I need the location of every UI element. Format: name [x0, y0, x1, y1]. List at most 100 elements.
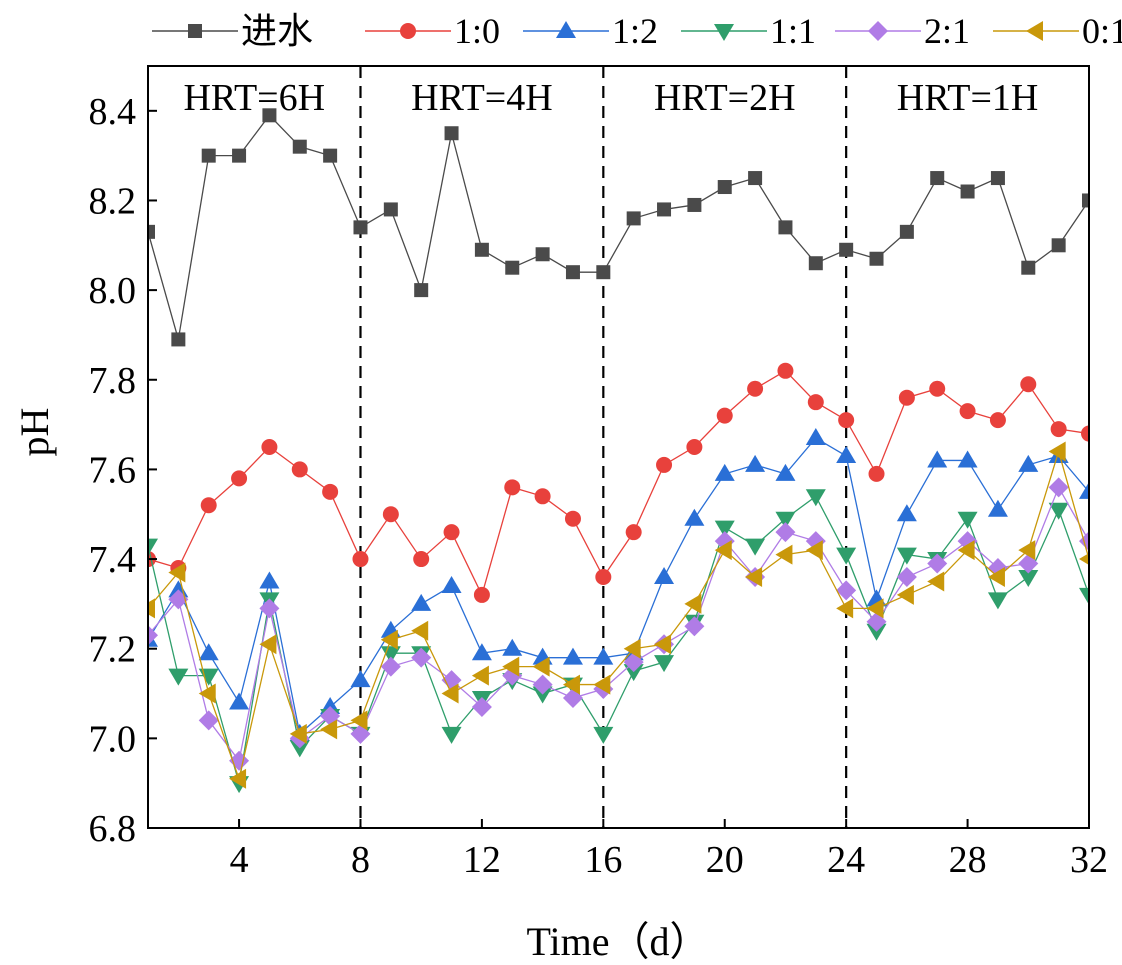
data-point [775, 522, 796, 543]
data-point [896, 504, 917, 522]
data-point [562, 647, 583, 665]
series-2 [148, 428, 1089, 741]
data-point [957, 511, 978, 529]
data-point [320, 719, 338, 740]
data-point [957, 450, 978, 468]
data-point [960, 184, 975, 199]
legend-marker [714, 24, 734, 41]
legend-label: 1:2 [612, 11, 658, 51]
series-line [148, 369, 1089, 597]
data-point [168, 668, 189, 686]
data-point [148, 538, 158, 556]
data-point [930, 171, 945, 186]
data-point [441, 726, 462, 744]
y-tick-label: 8.2 [89, 180, 137, 222]
data-point [1021, 260, 1036, 275]
data-point [1082, 193, 1089, 208]
data-point [471, 665, 489, 686]
data-point [623, 664, 644, 682]
data-point [808, 256, 823, 271]
data-point [532, 656, 550, 677]
data-point [168, 562, 186, 583]
data-point [989, 412, 1006, 429]
y-tick-label: 8.0 [89, 270, 137, 312]
data-point [593, 674, 611, 695]
data-point [259, 571, 280, 589]
data-point [684, 593, 702, 614]
data-point [1048, 502, 1069, 520]
data-point [656, 456, 673, 473]
data-point [380, 656, 401, 677]
data-point [654, 655, 675, 673]
data-point [1048, 477, 1069, 498]
data-point [532, 686, 553, 704]
y-tick-label: 6.8 [89, 808, 137, 850]
data-point [625, 524, 642, 541]
legend-marker [868, 21, 888, 41]
data-point [1018, 540, 1036, 561]
data-point [353, 220, 368, 235]
legend-marker [1026, 21, 1043, 41]
y-axis-title: pH [12, 408, 57, 457]
data-point [229, 768, 247, 789]
data-point [232, 148, 247, 163]
data-point [745, 538, 766, 556]
data-point [259, 634, 277, 655]
data-point [473, 586, 490, 603]
data-point [1079, 587, 1089, 605]
data-point [1079, 553, 1089, 565]
data-point [471, 643, 492, 661]
legend-item: 1:0 [365, 11, 500, 51]
legend-item: 0:1 [993, 11, 1122, 51]
legend-label: 1:1 [770, 11, 816, 51]
data-point [171, 332, 186, 347]
data-point [411, 620, 429, 641]
data-point [380, 629, 398, 650]
data-point [441, 683, 459, 704]
data-point [805, 540, 823, 561]
data-point [899, 224, 914, 239]
series-4 [148, 477, 1089, 771]
legend-item: 2:1 [835, 11, 970, 51]
data-point [805, 428, 826, 446]
data-point [1081, 425, 1089, 442]
data-point [1051, 238, 1066, 253]
data-point [564, 510, 581, 527]
data-point [745, 454, 766, 472]
hrt-label: HRT=1H [897, 77, 1039, 119]
data-point [201, 148, 216, 163]
data-point [869, 251, 884, 266]
data-point [959, 403, 976, 420]
data-point [990, 171, 1005, 186]
x-tick-label: 28 [949, 839, 987, 881]
data-point [777, 362, 794, 379]
y-tick-label: 7.2 [89, 629, 137, 671]
y-tick-label: 7.0 [89, 718, 137, 760]
data-point [505, 260, 520, 275]
data-point [654, 566, 675, 584]
data-point [714, 463, 735, 481]
data-point [868, 465, 885, 482]
data-point [474, 242, 489, 257]
x-tick-label: 12 [463, 839, 501, 881]
data-point [1048, 441, 1066, 462]
data-point [289, 723, 307, 744]
x-tick-label: 4 [230, 839, 249, 881]
data-point [444, 126, 459, 141]
y-tick-label: 8.4 [89, 91, 137, 133]
data-point [684, 508, 705, 526]
data-point [987, 499, 1008, 517]
data-point [198, 643, 219, 661]
x-tick-label: 24 [827, 839, 865, 881]
data-point [593, 726, 614, 744]
data-point [775, 544, 793, 565]
legend-label: 进水 [241, 11, 313, 51]
data-point [414, 283, 429, 298]
data-point [198, 710, 219, 731]
data-point [1079, 481, 1089, 499]
data-point [148, 224, 155, 239]
legend: 进水 1:0 1:2 1:1 2:1 0:1 [152, 11, 1122, 51]
hrt-dividers [359, 66, 848, 828]
legend-label: 2:1 [924, 11, 970, 51]
